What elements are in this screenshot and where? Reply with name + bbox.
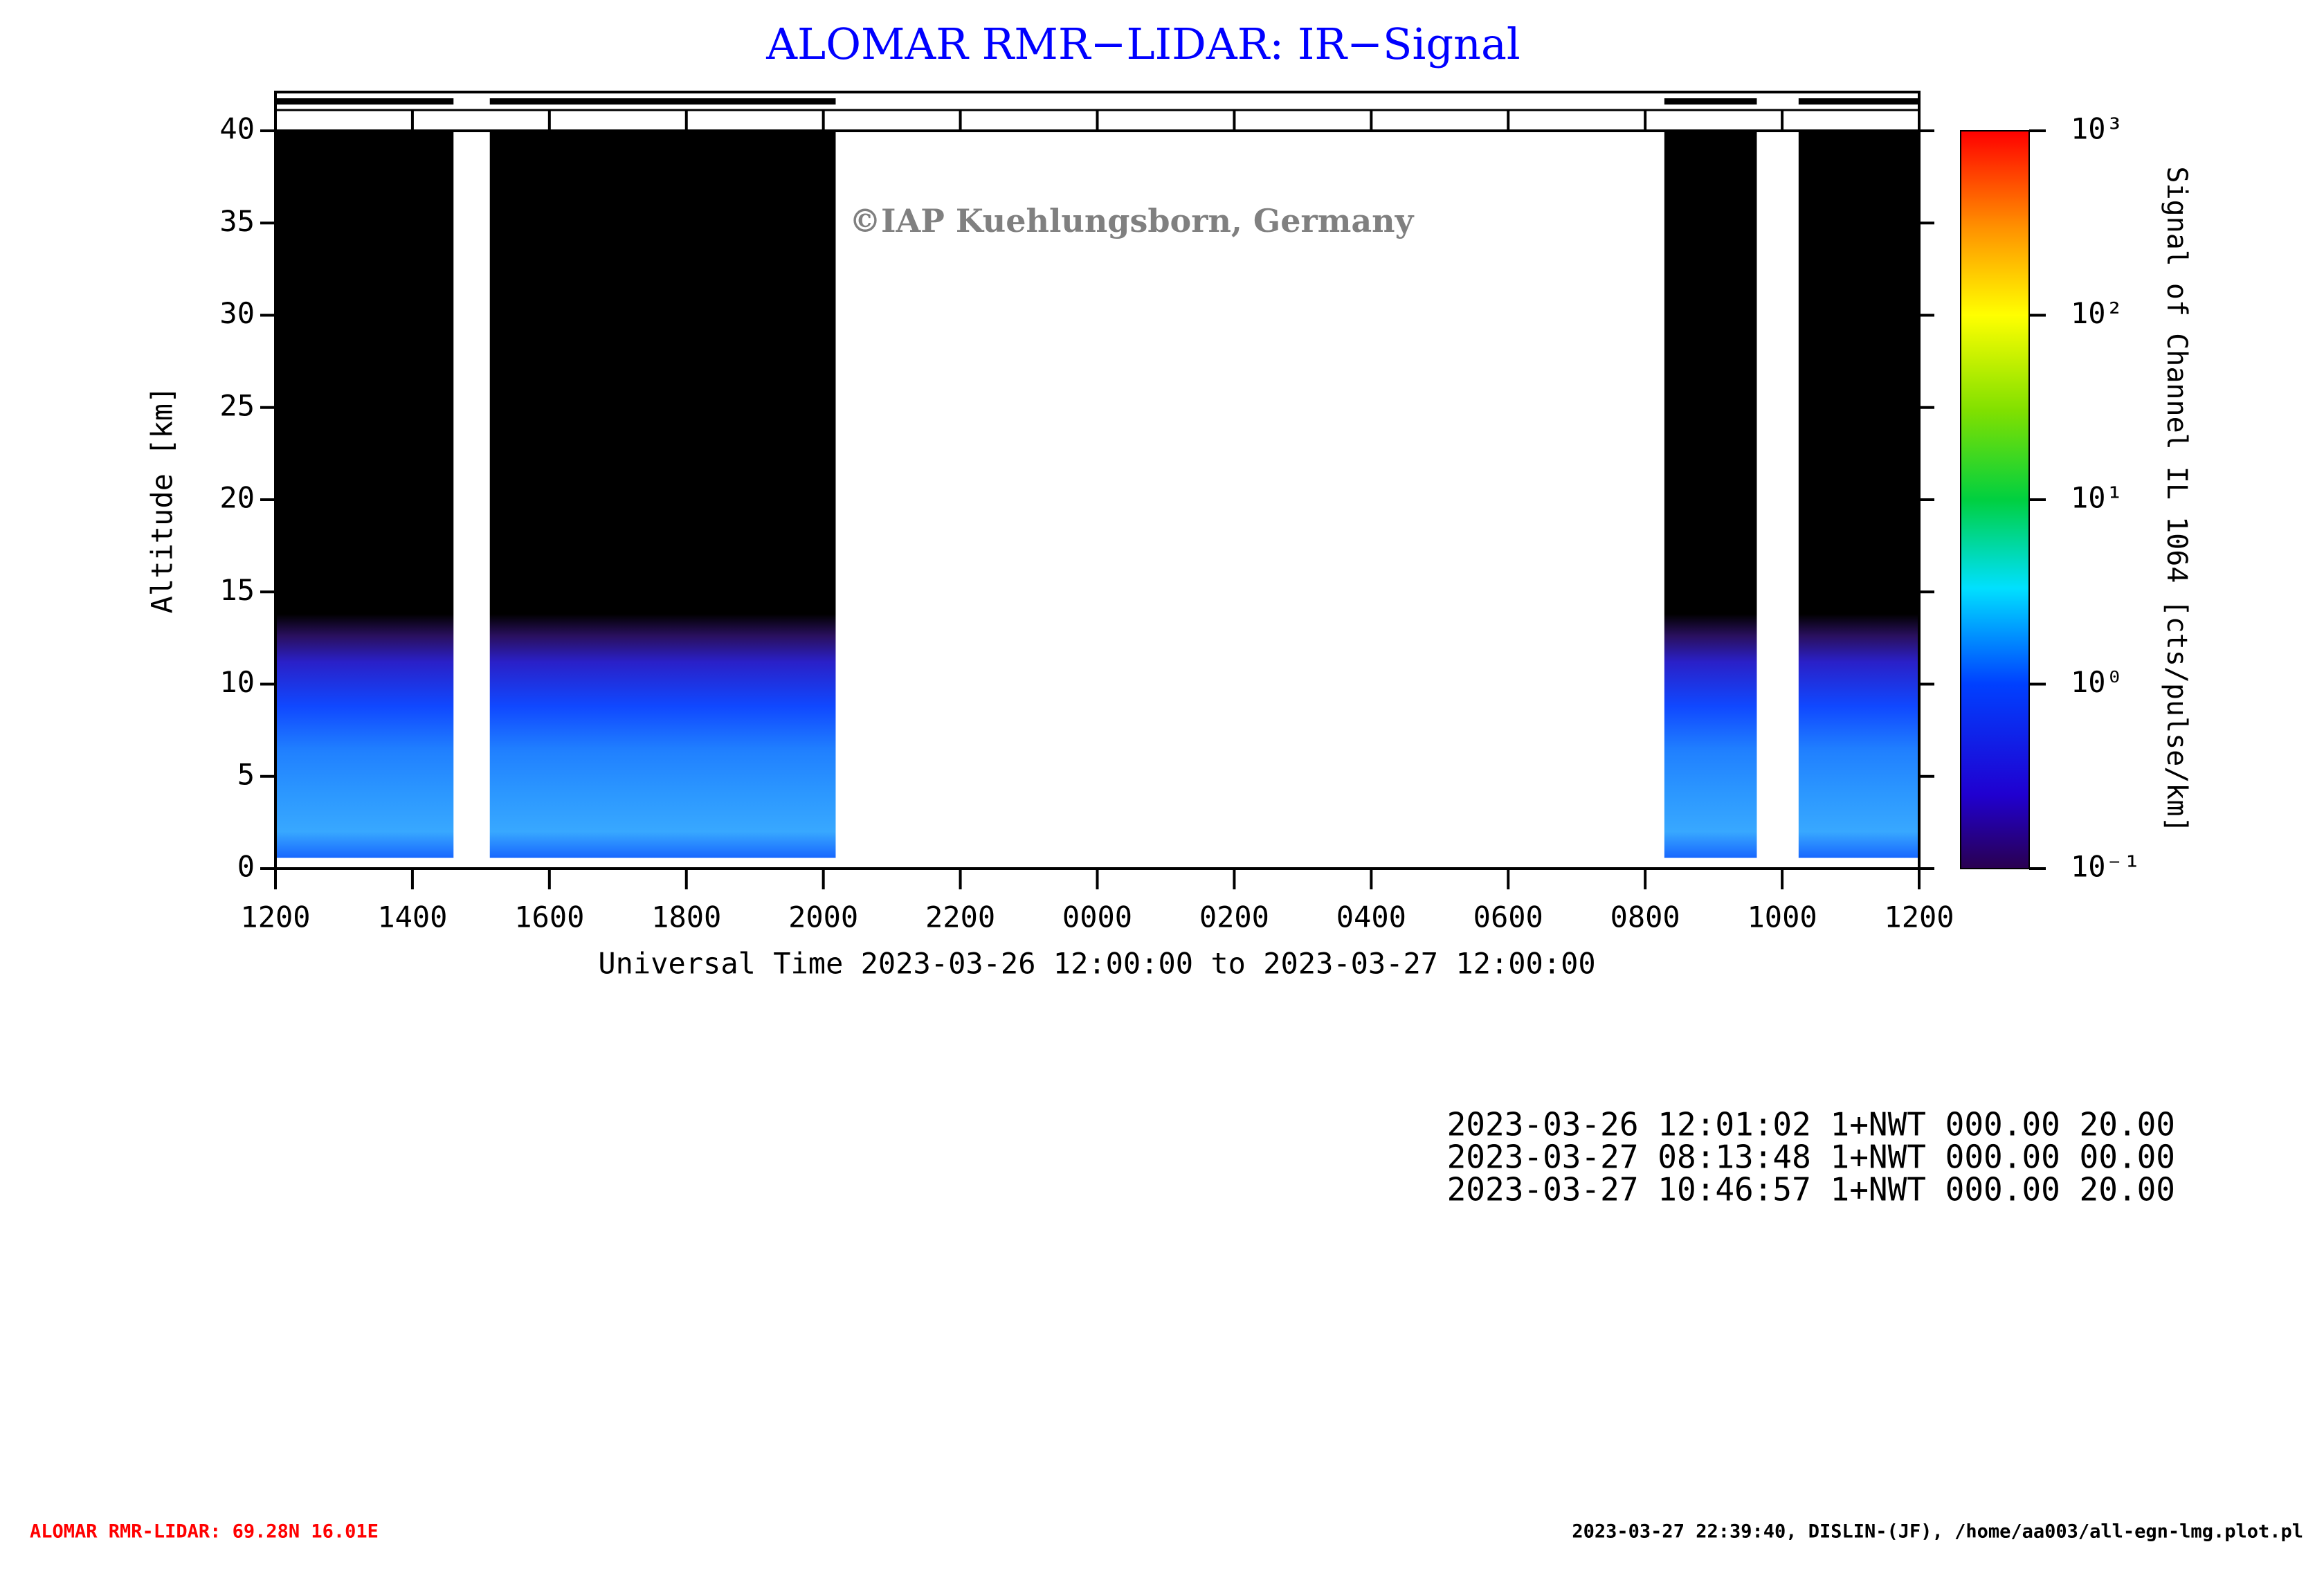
- y-tick-label: 35: [219, 204, 255, 238]
- coverage-bar: [275, 98, 454, 105]
- coverage-bar: [1664, 98, 1757, 105]
- watermark: ©IAP Kuehlungsborn, Germany: [849, 202, 1415, 239]
- colorbar-tick-label: 10³: [2071, 112, 2123, 146]
- x-tick-label: 0200: [1199, 900, 1269, 934]
- info-line: 2023-03-26 12:01:02 1+NWT 000.00 20.00: [1447, 1106, 2175, 1143]
- x-tick-label: 0600: [1473, 900, 1543, 934]
- y-tick-label: 25: [219, 388, 255, 422]
- x-tick-label: 1800: [651, 900, 721, 934]
- colorbar: [1961, 131, 2029, 869]
- x-tick-label: 1600: [514, 900, 584, 934]
- measurement-period: [489, 131, 836, 869]
- x-tick-label: 0000: [1062, 900, 1132, 934]
- y-tick-label: 15: [219, 573, 255, 607]
- measurement-period: [1798, 131, 1919, 869]
- x-tick-label: 1000: [1747, 900, 1817, 934]
- colorbar-label: Signal of Channel IL 1064 [cts/pulse/km]: [2161, 166, 2193, 833]
- y-tick-label: 10: [219, 665, 255, 699]
- colorbar-tick-label: 10⁻¹: [2071, 850, 2141, 884]
- colorbar-tick-label: 10¹: [2071, 481, 2123, 515]
- x-tick-label: 1200: [240, 900, 310, 934]
- x-axis-label: Universal Time 2023-03-26 12:00:00 to 20…: [598, 947, 1595, 981]
- chart-title: ALOMAR RMR−LIDAR: IR−Signal: [765, 19, 1520, 69]
- y-axis-label: Altitude [km]: [145, 386, 179, 614]
- y-tick-label: 5: [237, 757, 255, 791]
- x-tick-label: 2200: [925, 900, 995, 934]
- info-line: 2023-03-27 10:46:57 1+NWT 000.00 20.00: [1447, 1171, 2175, 1208]
- x-tick-label: 1400: [377, 900, 447, 934]
- x-tick-label: 2000: [788, 900, 858, 934]
- footer-left: ALOMAR RMR-LIDAR: 69.28N 16.01E: [30, 1521, 379, 1543]
- footer-right: 2023-03-27 22:39:40, DISLIN-(JF), /home/…: [1572, 1521, 2303, 1543]
- coverage-bar: [489, 98, 836, 105]
- x-tick-label: 0800: [1610, 900, 1680, 934]
- measurement-period: [275, 131, 454, 869]
- x-tick-label: 0400: [1336, 900, 1406, 934]
- y-tick-label: 0: [237, 850, 255, 884]
- colorbar-tick-label: 10⁰: [2071, 665, 2123, 699]
- y-tick-label: 30: [219, 296, 255, 330]
- y-tick-label: 20: [219, 481, 255, 515]
- info-line: 2023-03-27 08:13:48 1+NWT 000.00 00.00: [1447, 1139, 2175, 1176]
- plot-area: ©IAP Kuehlungsborn, Germany 0 5 10 15 20 25 30 3…: [219, 91, 2141, 934]
- measurement-period: [1664, 131, 1757, 869]
- y-tick-label: 40: [219, 112, 255, 146]
- colorbar-tick-label: 10²: [2071, 296, 2123, 330]
- coverage-bar: [1798, 98, 1919, 105]
- x-tick-label: 1200: [1884, 900, 1954, 934]
